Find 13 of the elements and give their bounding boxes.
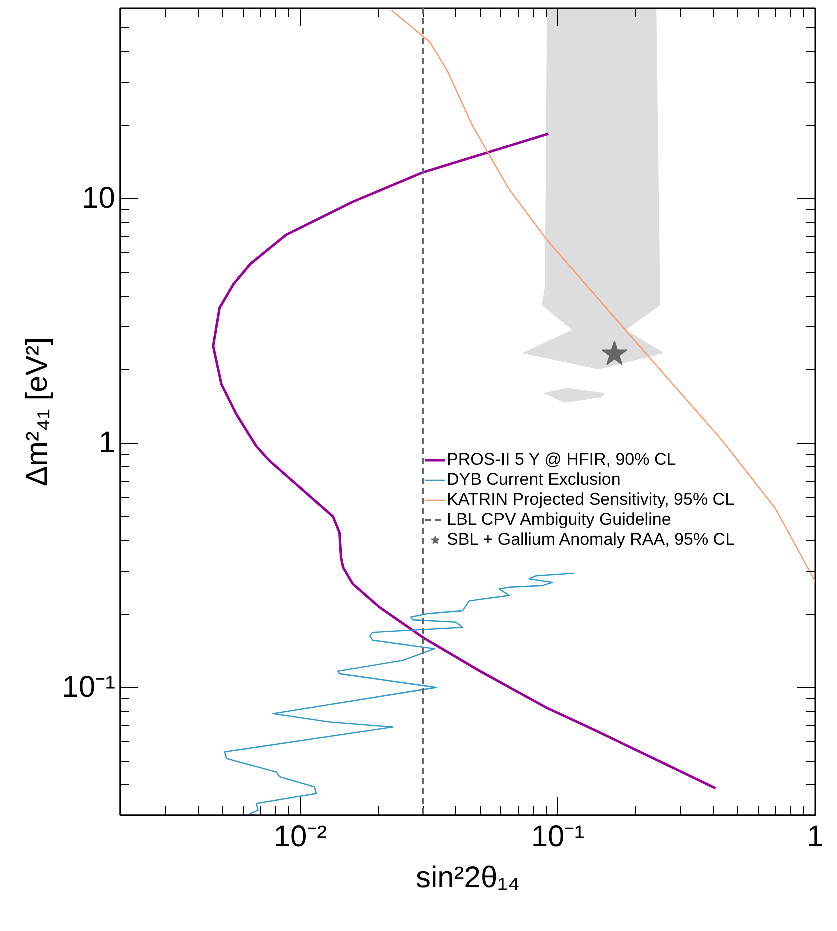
x-tick-label: 1 (807, 820, 824, 854)
y-tick-label: 1 (98, 426, 116, 460)
legend-label: DYB Current Exclusion (447, 470, 621, 490)
x-tick-label: 10⁻² (274, 820, 328, 854)
y-axis-title: Δm²₄₁ [eV²] (21, 337, 54, 487)
legend-label: SBL + Gallium Anomaly RAA, 95% CL (447, 530, 736, 550)
x-axis-title: sin²2θ₁₄ (416, 862, 520, 894)
ref-line-label: LBL CPV Ambiguity Guideline (447, 510, 672, 530)
legend-label: PROS-II 5 Y @ HFIR, 90% CL (447, 450, 676, 470)
x-tick-label: 10⁻¹ (531, 820, 585, 854)
y-tick-label: 10 (82, 182, 116, 216)
legend-label: KATRIN Projected Sensitivity, 95% CL (447, 490, 735, 510)
y-tick-label: 10⁻¹ (62, 671, 116, 704)
